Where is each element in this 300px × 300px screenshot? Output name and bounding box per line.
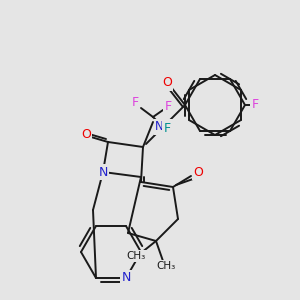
- Text: CH₃: CH₃: [126, 251, 146, 261]
- Text: F: F: [251, 98, 259, 112]
- Text: N: N: [121, 272, 131, 284]
- Text: O: O: [193, 166, 203, 178]
- Text: F: F: [164, 122, 171, 136]
- Text: NH: NH: [155, 121, 173, 134]
- Text: F: F: [164, 100, 172, 113]
- Text: F: F: [131, 97, 139, 110]
- Text: N: N: [98, 166, 108, 178]
- Text: CH₃: CH₃: [156, 261, 176, 271]
- Text: O: O: [81, 128, 91, 140]
- Text: O: O: [162, 76, 172, 89]
